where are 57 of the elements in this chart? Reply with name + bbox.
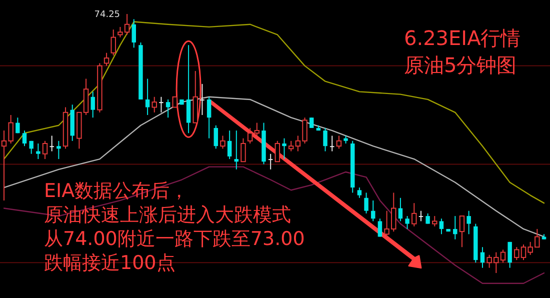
candlestick xyxy=(159,96,164,113)
candlestick xyxy=(234,130,239,170)
candlestick xyxy=(152,96,157,113)
candlestick xyxy=(357,187,362,198)
candlestick xyxy=(50,135,54,152)
candlestick xyxy=(186,44,191,134)
candlestick xyxy=(508,241,512,268)
candlestick xyxy=(42,140,48,160)
candlestick xyxy=(282,138,286,160)
candlestick xyxy=(145,78,150,116)
candlestick xyxy=(439,218,444,235)
candlestick xyxy=(22,130,27,147)
annotation: 从74.00附近一路下跌至73.00 xyxy=(44,228,305,250)
candlestick xyxy=(104,52,110,66)
candlestick xyxy=(16,117,20,134)
candlestick xyxy=(323,127,328,152)
candlestick xyxy=(214,124,218,150)
candlestick xyxy=(90,91,95,118)
candlestick xyxy=(36,143,40,160)
candlestick xyxy=(432,216,438,227)
candlestick xyxy=(227,130,232,160)
candlestick xyxy=(172,96,178,108)
candlestick xyxy=(364,192,368,214)
candlestick xyxy=(29,140,34,154)
candlestick xyxy=(330,135,334,152)
candlestick xyxy=(466,210,471,235)
annotation: 跌幅接近100点 xyxy=(44,252,176,274)
candlestick xyxy=(206,96,212,139)
candlestick xyxy=(247,127,253,144)
candlestick xyxy=(453,216,458,240)
candlestick xyxy=(56,140,61,160)
text: 原油5分钟图 xyxy=(404,53,517,77)
candlestick xyxy=(398,197,403,222)
candlestick xyxy=(268,153,273,170)
candlestick xyxy=(426,212,430,224)
candlestick xyxy=(378,218,382,238)
candlestick xyxy=(480,246,485,268)
candlestick xyxy=(240,138,246,162)
candlestick xyxy=(220,135,226,150)
candlestick xyxy=(336,135,342,150)
annotation: EIA数据公布后， xyxy=(44,180,189,202)
candlestick xyxy=(418,210,424,222)
annotation: 74.25 xyxy=(94,10,120,20)
annotation: 原油快速上涨后进入大跌模式 xyxy=(44,204,291,226)
candlestick xyxy=(405,216,410,230)
candlestick xyxy=(200,83,204,116)
candlestick xyxy=(412,202,417,227)
candlestick xyxy=(459,216,465,248)
candlestick xyxy=(166,98,170,118)
candlestick xyxy=(132,18,136,48)
candlestick xyxy=(254,122,260,136)
candlestick xyxy=(309,117,314,128)
candlestick xyxy=(288,140,294,152)
candlestick xyxy=(370,200,376,222)
candlestick xyxy=(274,140,280,162)
candlestick xyxy=(110,29,116,56)
text: 6.23EIA行情 xyxy=(404,26,521,50)
